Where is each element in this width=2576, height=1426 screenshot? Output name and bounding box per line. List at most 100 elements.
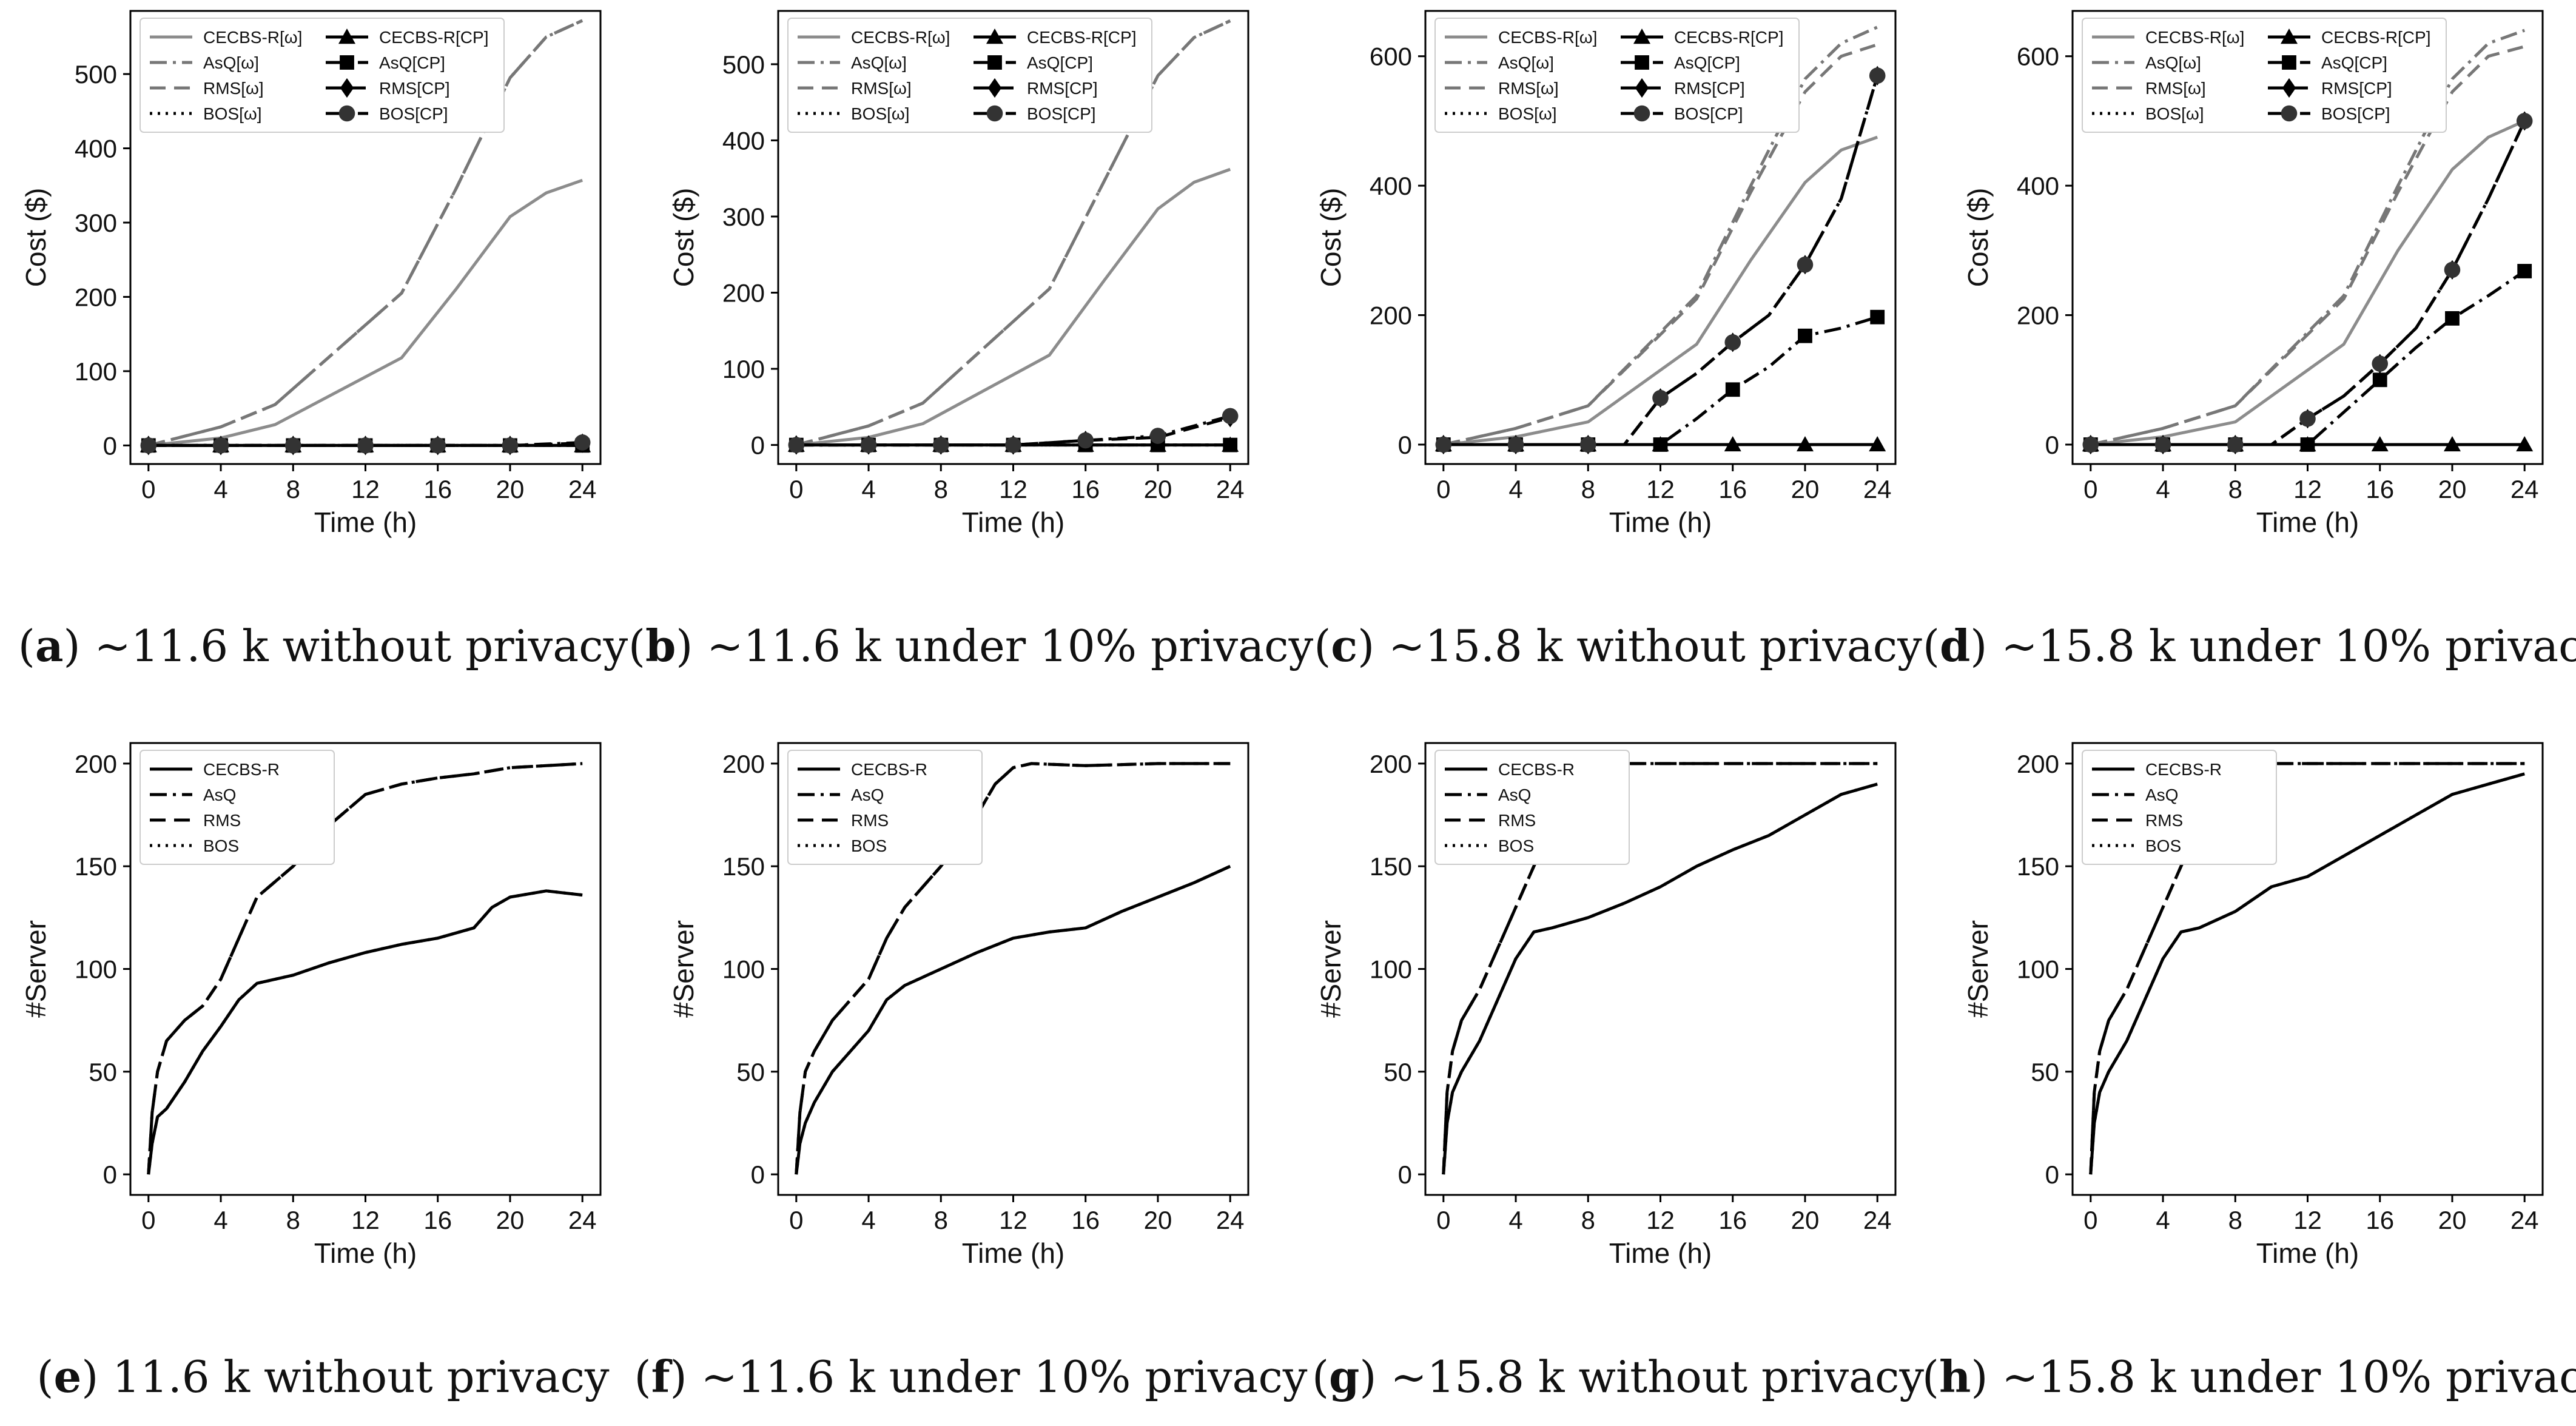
legend-label: AsQ bbox=[2145, 785, 2178, 804]
subfigure-caption: (d) ~15.8 k under 10% privacy bbox=[1923, 620, 2576, 671]
x-axis-label: Time (h) bbox=[314, 506, 417, 538]
y-tick-label: 400 bbox=[75, 135, 117, 163]
legend-entry: BOS bbox=[1445, 836, 1534, 855]
x-tick-label: 12 bbox=[1646, 475, 1675, 503]
y-tick-label: 200 bbox=[722, 279, 765, 308]
y-axis-label: #Server bbox=[668, 920, 699, 1018]
x-tick-label: 12 bbox=[999, 1206, 1027, 1234]
series-bos-cp-marker-circle bbox=[932, 437, 949, 453]
y-tick-label: 50 bbox=[2031, 1058, 2059, 1086]
x-tick-label: 4 bbox=[2156, 1206, 2170, 1234]
x-tick-label: 0 bbox=[2083, 1206, 2097, 1234]
series-rms bbox=[796, 19, 1231, 447]
y-tick-label: 200 bbox=[1370, 750, 1412, 778]
x-tick-label: 8 bbox=[1581, 475, 1595, 503]
series-cecbs-r-cp-marker-triangle bbox=[2443, 436, 2461, 452]
legend-label: BOS[ω] bbox=[203, 104, 262, 123]
x-tick-label: 0 bbox=[2083, 475, 2097, 503]
x-tick-label: 20 bbox=[1144, 475, 1172, 503]
y-tick-label: 200 bbox=[2017, 750, 2059, 778]
legend-entry: CECBS-R[ω] bbox=[798, 28, 950, 47]
legend-entry: RMS[ω] bbox=[1445, 79, 1559, 98]
x-tick-label: 8 bbox=[2228, 475, 2242, 503]
legend-entry: AsQ bbox=[2092, 785, 2178, 804]
y-tick-label: 200 bbox=[75, 283, 117, 311]
series-asq-line bbox=[1443, 25, 1878, 446]
legend-entry: CECBS-R[CP] bbox=[1621, 28, 1783, 47]
y-tick-label: 50 bbox=[736, 1058, 765, 1086]
x-tick-label: 8 bbox=[286, 475, 300, 503]
subfigure-caption: (h) ~15.8 k under 10% privacy bbox=[1922, 1351, 2576, 1402]
legend-entry: CECBS-R bbox=[1445, 760, 1575, 779]
caption-label: g bbox=[1329, 1351, 1359, 1402]
legend-entry: CECBS-R bbox=[150, 760, 280, 779]
y-axis-label: Cost ($) bbox=[20, 188, 52, 288]
x-tick-label: 12 bbox=[2293, 1206, 2322, 1234]
subfigure-caption: (e) 11.6 k without privacy bbox=[36, 1351, 610, 1402]
legend-entry: RMS bbox=[150, 811, 241, 830]
series-asq-cp-marker-square bbox=[1223, 437, 1238, 452]
x-tick-label: 16 bbox=[423, 475, 452, 503]
y-tick-label: 300 bbox=[75, 209, 117, 237]
legend-label: CECBS-R[ω] bbox=[851, 28, 950, 47]
series-asq-cp-marker-square bbox=[2372, 372, 2387, 388]
legend-label: CECBS-R[CP] bbox=[1027, 28, 1136, 47]
series-bos-cp-marker-circle bbox=[1077, 432, 1094, 449]
caption-text: ) ~11.6 k under 10% privacy bbox=[676, 621, 1313, 671]
x-tick-label: 8 bbox=[2228, 1206, 2242, 1234]
series-rms bbox=[2090, 45, 2525, 446]
x-tick-label: 24 bbox=[2510, 475, 2539, 503]
series-bos-cp-marker-circle bbox=[1149, 428, 1166, 444]
legend-entry: RMS[CP] bbox=[1621, 78, 1745, 98]
legend: CECBS-R AsQ RMS BOS bbox=[787, 750, 983, 865]
x-tick-label: 16 bbox=[1718, 1206, 1747, 1234]
legend: CECBS-R[ω] AsQ[ω] RMS[ω] BOS[ω] CECBS-R[CP] A… bbox=[1434, 18, 1800, 133]
legend-entry: CECBS-R[CP] bbox=[2268, 28, 2430, 47]
legend-box bbox=[2082, 18, 2447, 133]
legend-label: CECBS-R bbox=[203, 760, 280, 779]
series-rms-line bbox=[147, 762, 583, 1175]
y-tick-label: 100 bbox=[722, 955, 765, 984]
series-bos-cp-marker-circle bbox=[284, 437, 301, 454]
y-tick-label: 50 bbox=[89, 1058, 117, 1086]
caption-label: e bbox=[53, 1351, 81, 1402]
legend-box bbox=[140, 750, 335, 865]
legend-marker-circle bbox=[1633, 105, 1650, 122]
x-tick-label: 4 bbox=[861, 475, 875, 503]
y-tick-label: 100 bbox=[1370, 955, 1412, 984]
x-tick-label: 16 bbox=[423, 1206, 452, 1234]
y-tick-label: 150 bbox=[722, 852, 765, 881]
x-tick-label: 20 bbox=[1791, 475, 1820, 503]
y-tick-label: 400 bbox=[722, 126, 765, 155]
series-bos-cp-marker-circle bbox=[1652, 389, 1669, 406]
series-rms bbox=[795, 762, 1231, 1175]
y-axis-label: Cost ($) bbox=[1315, 188, 1347, 288]
legend-entry: RMS[ω] bbox=[798, 79, 912, 98]
series-asq-line bbox=[1442, 762, 1878, 1175]
caption-text: ) 11.6 k without privacy bbox=[81, 1351, 610, 1402]
series-bos-cp-marker-circle bbox=[2227, 436, 2244, 453]
legend-entry: BOS[CP] bbox=[1621, 104, 1743, 123]
y-tick-label: 0 bbox=[103, 1160, 117, 1189]
legend-entry: RMS[CP] bbox=[974, 78, 1098, 98]
legend-label: CECBS-R[ω] bbox=[2145, 28, 2244, 47]
caption-label: a bbox=[35, 620, 64, 671]
legend-entry: AsQ[ω] bbox=[2092, 53, 2201, 72]
y-tick-label: 150 bbox=[2017, 852, 2059, 881]
series-bos-line bbox=[1442, 782, 1878, 1175]
x-tick-label: 0 bbox=[789, 475, 803, 503]
series-cecbs-r bbox=[147, 889, 583, 1175]
x-tick-label: 12 bbox=[351, 475, 380, 503]
series-bos-cp-marker-circle bbox=[1869, 67, 1886, 84]
legend-label: AsQ bbox=[851, 785, 884, 804]
legend-entry: BOS[CP] bbox=[326, 104, 448, 123]
legend-label: BOS[ω] bbox=[851, 104, 910, 123]
series-cecbs-r-line bbox=[148, 178, 583, 447]
x-tick-label: 12 bbox=[351, 1206, 380, 1234]
legend-entry: BOS[ω] bbox=[2092, 104, 2204, 123]
legend-label: AsQ[CP] bbox=[2321, 53, 2387, 72]
legend-box bbox=[2082, 750, 2277, 865]
x-tick-label: 4 bbox=[214, 1206, 227, 1234]
legend-box bbox=[787, 750, 983, 865]
